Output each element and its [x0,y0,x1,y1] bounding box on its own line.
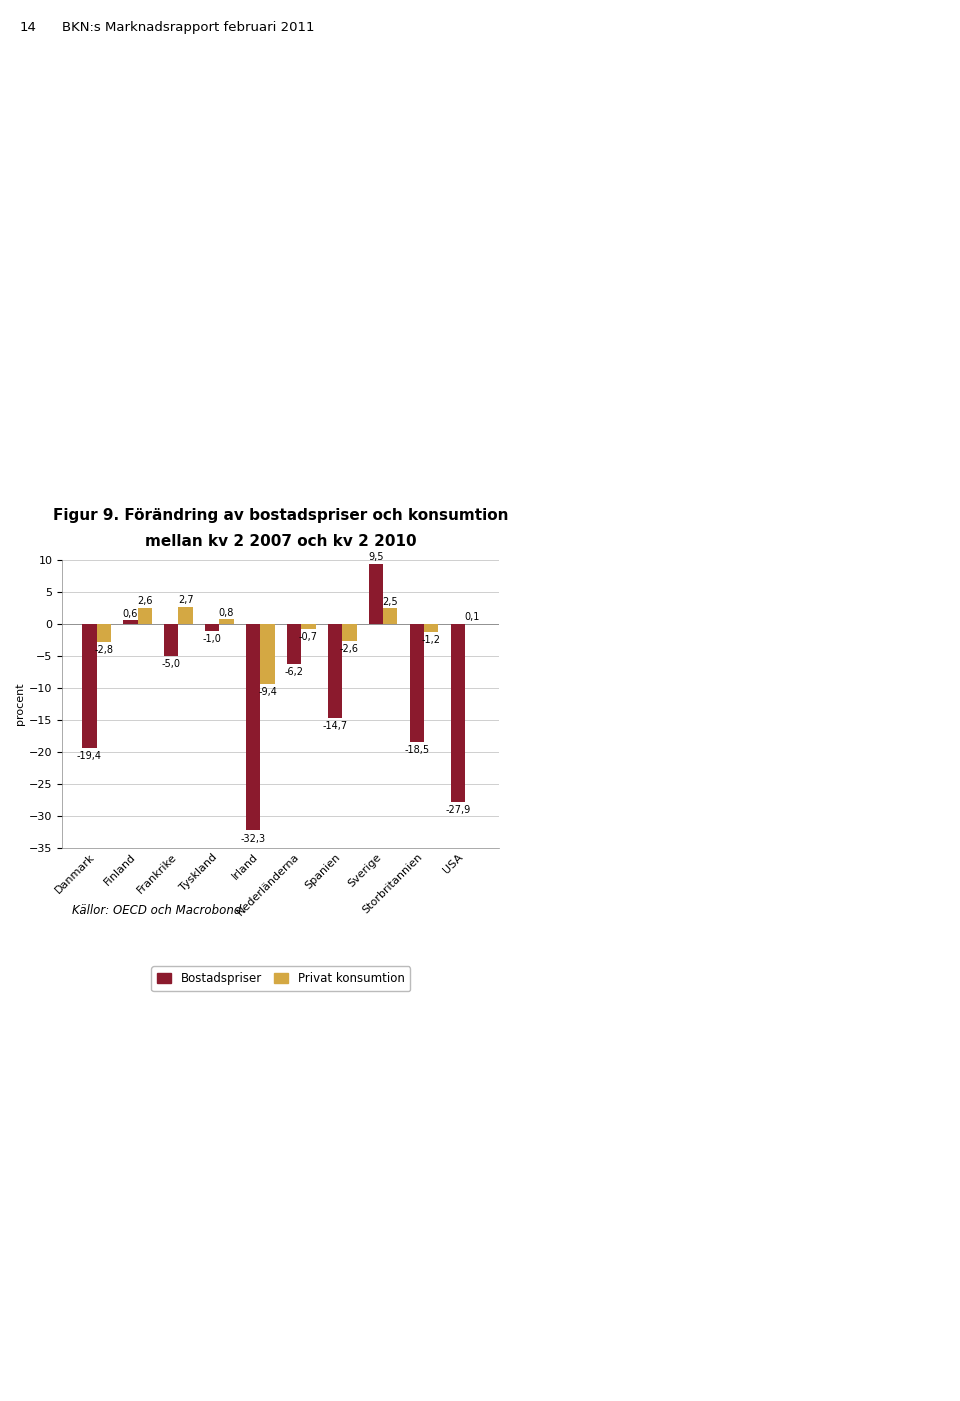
Bar [410,625,424,743]
Bar [369,563,383,625]
Y-axis label: procent: procent [15,682,25,726]
Bar [179,607,193,625]
Text: Källor: OECD och Macrobond: Källor: OECD och Macrobond [72,904,241,916]
Text: -5,0: -5,0 [162,660,180,670]
Text: -6,2: -6,2 [284,667,303,677]
Bar [450,625,465,803]
Text: -1,0: -1,0 [203,633,222,644]
Bar [424,625,439,632]
Bar [97,625,111,642]
Text: mellan kv 2 2007 och kv 2 2010: mellan kv 2 2007 och kv 2 2010 [145,534,417,549]
Text: 9,5: 9,5 [369,552,384,562]
Bar [246,625,260,831]
Text: BKN:s Marknadsrapport februari 2011: BKN:s Marknadsrapport februari 2011 [62,21,315,34]
Bar [123,621,137,625]
Text: 2,7: 2,7 [178,595,193,605]
Text: -19,4: -19,4 [77,751,102,761]
Bar [137,608,152,625]
Bar [328,625,342,719]
Text: -9,4: -9,4 [258,688,276,698]
Text: -1,2: -1,2 [421,635,441,644]
Text: -2,8: -2,8 [94,646,113,656]
Bar [220,619,233,625]
Legend: Bostadspriser, Privat konsumtion: Bostadspriser, Privat konsumtion [152,967,410,991]
Text: -0,7: -0,7 [299,632,318,642]
Text: -32,3: -32,3 [241,834,266,843]
Bar [301,625,316,629]
Bar [164,625,179,656]
Text: 0,8: 0,8 [219,608,234,618]
Text: -2,6: -2,6 [340,644,359,654]
Text: 2,6: 2,6 [137,595,153,607]
Text: 2,5: 2,5 [382,597,398,607]
Bar [383,608,397,625]
Text: -14,7: -14,7 [323,722,348,731]
Text: 14: 14 [19,21,36,34]
Text: 0,1: 0,1 [465,612,480,622]
Text: Figur 9. Förändring av bostadspriser och konsumtion: Figur 9. Förändring av bostadspriser och… [53,507,509,523]
Text: -27,9: -27,9 [445,806,470,815]
Bar [205,625,220,630]
Bar [287,625,301,664]
Bar [83,625,97,748]
Bar [342,625,356,640]
Text: 0,6: 0,6 [123,609,138,619]
Text: -18,5: -18,5 [404,745,429,755]
Bar [260,625,275,684]
